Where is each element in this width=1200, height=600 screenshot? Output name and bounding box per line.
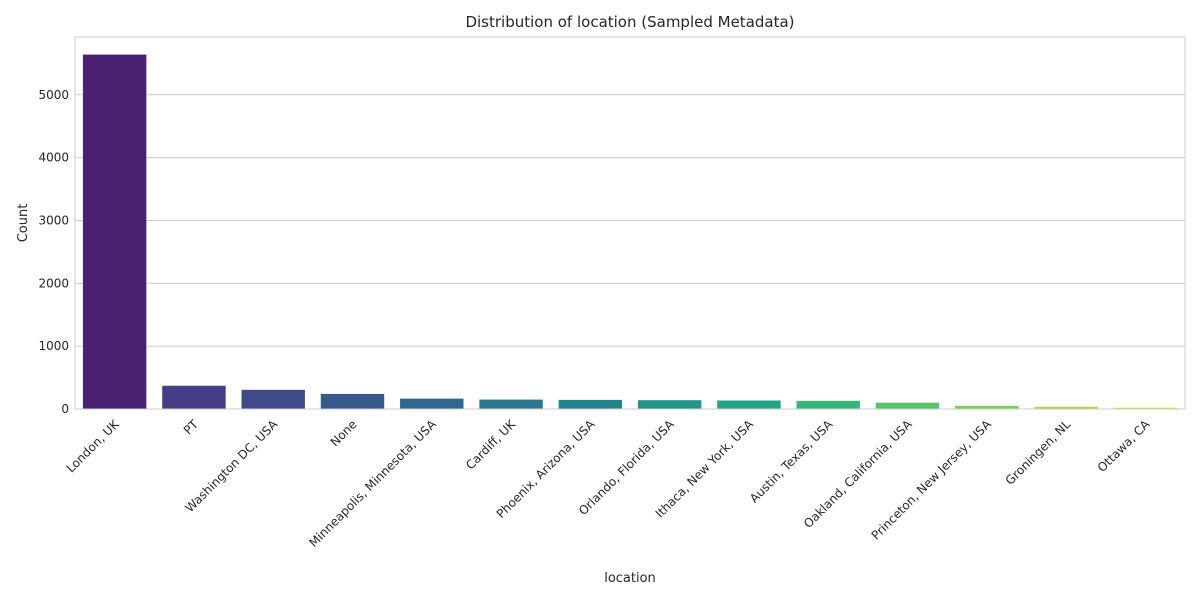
x-tick-label: None xyxy=(328,417,360,449)
x-tick-label: Washington DC, USA xyxy=(182,417,280,515)
bar xyxy=(717,400,781,409)
y-tick-label: 2000 xyxy=(38,276,69,290)
bar xyxy=(875,402,940,409)
x-tick-label: Ottawa, CA xyxy=(1095,417,1153,475)
y-tick-label: 0 xyxy=(61,402,69,416)
y-tick-labels: 0 1000 2000 3000 4000 5000 xyxy=(38,88,69,416)
y-tick-label: 3000 xyxy=(38,213,69,227)
x-axis-label: location xyxy=(604,571,656,586)
bar xyxy=(1034,406,1098,409)
bar xyxy=(558,399,623,409)
x-tick-label: Groningen, NL xyxy=(1003,417,1074,488)
bars xyxy=(82,54,1178,409)
x-tick-label: Austin, Texas, USA xyxy=(747,417,836,506)
bar xyxy=(400,398,464,409)
bar xyxy=(955,405,1019,409)
bar xyxy=(320,393,385,409)
y-tick-label: 5000 xyxy=(38,88,69,102)
y-tick-label: 4000 xyxy=(38,151,69,165)
x-tick-label: London, UK xyxy=(64,416,123,475)
grid-lines xyxy=(75,94,1185,410)
x-tick-label: Minneapolis, Minnesota, USA xyxy=(306,417,439,550)
chart-title: Distribution of location (Sampled Metada… xyxy=(465,13,794,31)
bar xyxy=(479,399,543,409)
bar xyxy=(637,400,702,409)
y-tick-label: 1000 xyxy=(38,339,69,353)
y-axis-label: Count xyxy=(16,204,31,243)
x-tick-label: Cardiff, UK xyxy=(463,416,519,472)
bar xyxy=(82,54,147,409)
plot-frame xyxy=(74,36,1186,410)
bar xyxy=(162,385,226,409)
bar xyxy=(796,400,860,409)
x-tick-label: PT xyxy=(181,417,202,438)
bar xyxy=(1113,407,1178,409)
bar xyxy=(241,389,305,409)
